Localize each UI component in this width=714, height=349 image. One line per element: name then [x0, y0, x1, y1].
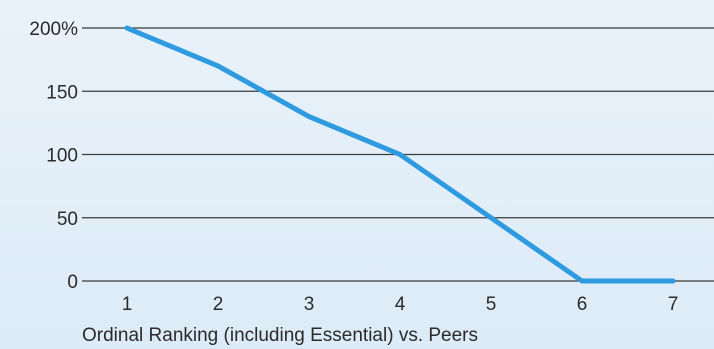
- x-axis-tick-labels: 1 2 3 4 5 6 7: [122, 294, 679, 315]
- x-tick-label: 4: [395, 294, 406, 315]
- x-axis-title: Ordinal Ranking (including Essential) vs…: [82, 325, 478, 346]
- data-point: [579, 278, 585, 284]
- x-tick-label: 6: [577, 294, 588, 315]
- x-tick-label: 3: [304, 294, 315, 315]
- x-tick-label: 5: [486, 294, 497, 315]
- data-point: [488, 215, 494, 221]
- data-point: [397, 152, 403, 157]
- series-layer: [124, 25, 676, 284]
- y-tick-label: 150: [46, 82, 78, 103]
- y-tick-label: 200%: [29, 19, 78, 40]
- x-tick-label: 2: [213, 294, 224, 315]
- data-point: [124, 25, 130, 31]
- data-point: [670, 278, 676, 284]
- y-tick-label: 50: [57, 209, 78, 230]
- y-tick-label: 0: [67, 272, 78, 293]
- data-point: [215, 63, 221, 69]
- data-point: [306, 114, 312, 120]
- x-tick-label: 1: [122, 294, 133, 315]
- y-tick-label: 100: [46, 146, 78, 167]
- x-tick-label: 7: [668, 294, 679, 315]
- y-axis-tick-labels: 0 50 100 150 200%: [29, 19, 78, 293]
